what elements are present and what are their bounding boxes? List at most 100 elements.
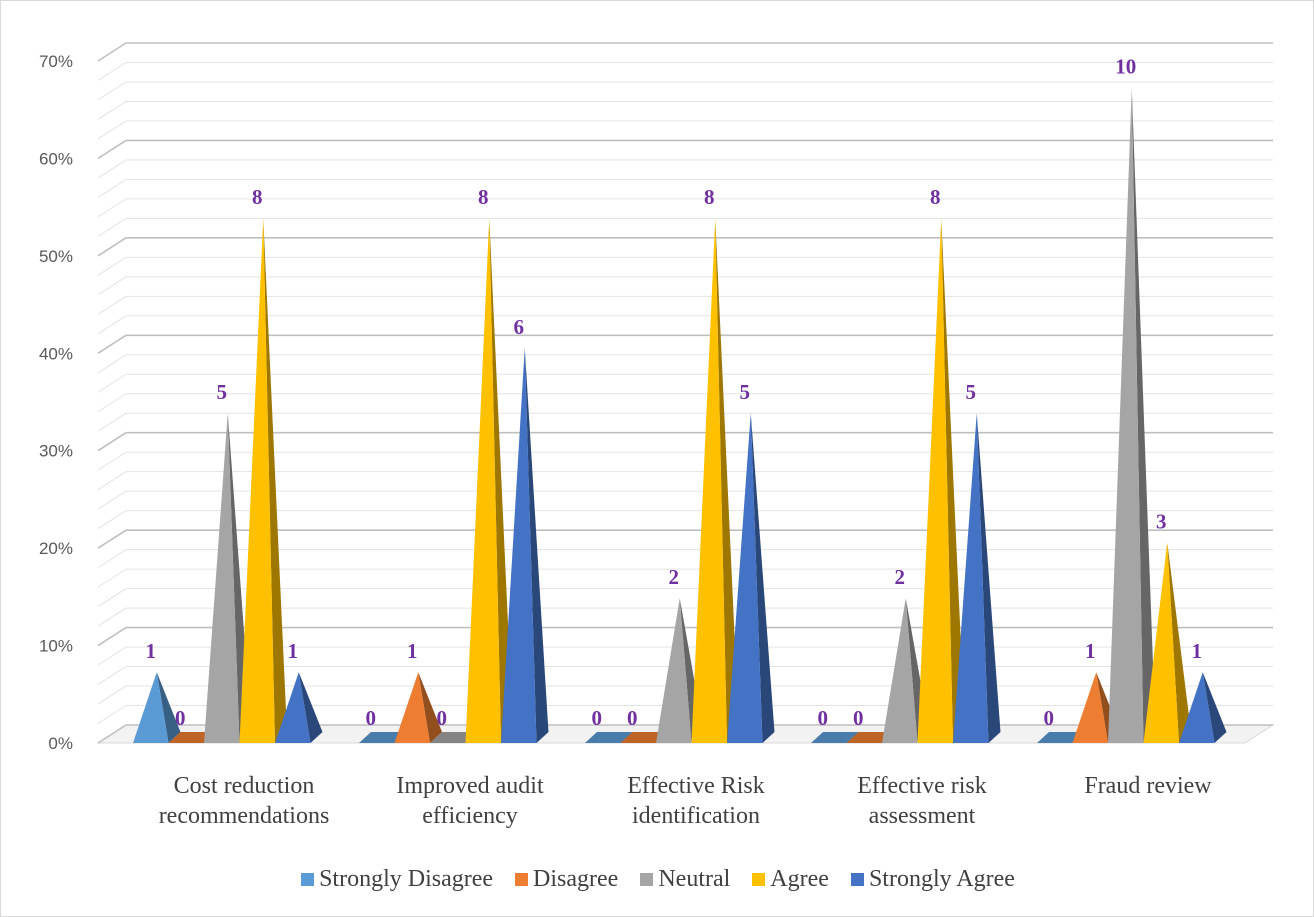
pyramid-bar — [1143, 542, 1191, 743]
side-gridline — [97, 529, 127, 549]
pyramid-front-face — [1072, 672, 1108, 743]
side-gridline — [97, 432, 127, 452]
category-label-line: Effective risk — [857, 773, 987, 799]
y-tick-label: 70% — [39, 52, 73, 71]
legend-swatch — [850, 873, 864, 886]
data-label: 1 — [1085, 639, 1096, 663]
legend-label: Strongly Disagree — [319, 866, 494, 892]
data-label: 8 — [478, 185, 489, 209]
side-gridline — [97, 81, 127, 101]
data-label: 0 — [366, 706, 377, 730]
data-label: 10 — [1115, 55, 1136, 79]
side-gridline — [97, 315, 127, 335]
x-axis-categories: Cost reduction recommendations Improved au… — [159, 773, 1213, 829]
pyramid-bar — [501, 347, 549, 743]
pyramid-side-face — [715, 218, 739, 744]
pyramid-front-face — [727, 413, 763, 743]
pyramid-side-face — [1131, 87, 1156, 743]
pyramid-bar — [1037, 732, 1085, 743]
y-tick-label: 40% — [39, 344, 73, 363]
legend-item: Disagree — [515, 866, 618, 893]
y-tick-label: 10% — [39, 637, 73, 656]
side-gridline — [97, 198, 127, 218]
pyramid-bar — [727, 413, 775, 743]
data-label: 2 — [895, 565, 906, 589]
category-label-line: recommendations — [159, 803, 330, 829]
pyramid-bar — [585, 732, 633, 743]
legend-swatch — [301, 873, 315, 886]
data-label: 1 — [146, 639, 157, 663]
data-label: 5 — [740, 380, 751, 404]
data-label: 8 — [704, 185, 715, 209]
pyramid-side-face — [524, 347, 549, 743]
side-gridline — [97, 276, 127, 296]
y-tick-label: 0% — [48, 734, 73, 753]
side-gridline — [97, 62, 127, 81]
legend-swatch — [752, 873, 766, 886]
data-label: 0 — [627, 706, 638, 730]
side-gridline — [97, 178, 127, 198]
pyramid-side-face — [298, 672, 323, 743]
y-axis-ticks: 0% 10% 20% 30% 40% 50% 60% 70% — [39, 52, 73, 753]
side-gridline — [97, 354, 127, 374]
data-label: 1 — [288, 639, 299, 663]
data-label: 3 — [1156, 510, 1167, 534]
side-gridline — [97, 568, 127, 588]
pyramid-side-face — [418, 672, 442, 743]
pyramid-front-face — [1108, 87, 1144, 743]
side-gridline — [97, 334, 127, 354]
side-gridline — [97, 588, 127, 608]
legend-label: Neutral — [658, 866, 731, 892]
pyramid-bar — [465, 218, 513, 744]
data-label: 1 — [407, 639, 418, 663]
pyramid-zero-base — [585, 732, 633, 743]
legend-item: Neutral — [640, 866, 730, 893]
pyramid-front-face — [275, 672, 311, 743]
data-label: 0 — [1044, 706, 1055, 730]
pyramid-front-face — [239, 218, 275, 744]
category-label-line: Fraud review — [1084, 773, 1212, 799]
data-marks — [133, 87, 1227, 744]
category-label: Fraud review — [1084, 773, 1212, 799]
side-gridline — [97, 139, 127, 160]
pyramid-side-face — [750, 413, 775, 743]
y-tick-label: 20% — [39, 539, 73, 558]
side-gridline — [97, 724, 127, 744]
pyramid-side-face — [1167, 542, 1191, 743]
pyramid-bar — [953, 413, 1001, 743]
data-label: 0 — [592, 706, 603, 730]
y-tick-label: 60% — [39, 149, 73, 168]
pyramid-side-face — [976, 413, 1001, 743]
side-gridline — [97, 549, 127, 569]
legend-label: Strongly Agree — [868, 866, 1015, 892]
pyramid-side-face — [1202, 672, 1227, 743]
data-label: 0 — [175, 706, 186, 730]
legend-swatch — [515, 873, 529, 886]
data-label: 8 — [930, 185, 941, 209]
side-gridline — [97, 295, 127, 315]
side-gridline — [97, 373, 127, 393]
pyramid-front-face — [1143, 542, 1179, 743]
side-gridline — [97, 217, 127, 237]
legend-label: Agree — [770, 866, 829, 892]
pyramid-bar — [394, 672, 442, 743]
side-gridline — [97, 101, 127, 120]
legend-swatch — [640, 873, 654, 886]
side-gridline — [97, 451, 127, 471]
side-gridline — [97, 159, 127, 179]
pyramid-zero-base — [811, 732, 859, 743]
pyramid-front-face — [917, 218, 953, 744]
category-label-line: Improved audit — [396, 773, 544, 799]
legend-item: Strongly Agree — [850, 866, 1015, 893]
side-gridline — [97, 666, 127, 685]
side-gridline — [97, 705, 127, 724]
pyramid-front-face — [656, 598, 692, 743]
pyramid-front-face — [501, 347, 537, 743]
pyramid-zero-base — [846, 732, 894, 743]
y-tick-label: 30% — [39, 442, 73, 461]
legend-item: Agree — [752, 866, 829, 893]
pyramid-bar — [691, 218, 739, 744]
legend-label: Disagree — [533, 866, 619, 892]
